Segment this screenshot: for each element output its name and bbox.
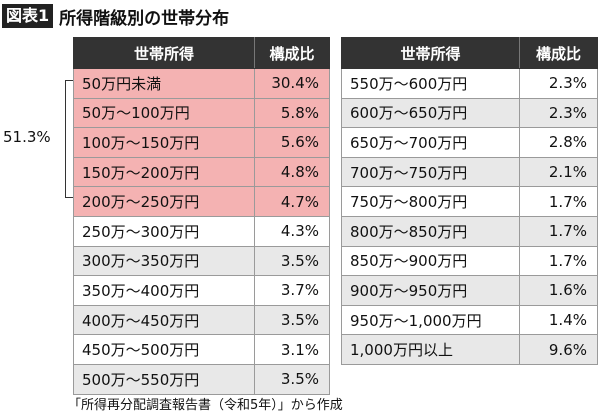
ratio-cell: 3.5% [254, 304, 330, 336]
table-header-row: 世帯所得 構成比 [341, 37, 598, 69]
income-range-cell: 500万～550万円 [73, 363, 255, 395]
income-range-cell: 100万～150万円 [73, 127, 255, 158]
income-range-cell: 700万～750万円 [341, 156, 520, 188]
income-range-cell: 1,000万円以上 [341, 334, 520, 365]
column-header-ratio: 構成比 [254, 37, 330, 69]
ratio-cell: 4.7% [254, 186, 330, 217]
ratio-cell: 1.7% [519, 186, 598, 217]
column-header-ratio: 構成比 [519, 37, 598, 69]
table-row: 250万～300万円 4.3% [73, 215, 330, 247]
table-row: 50万円未満 30.4% [73, 68, 330, 99]
table-row: 650万～700万円 2.8% [341, 127, 598, 158]
figure-title: 所得階級別の世帯分布 [59, 8, 230, 29]
income-range-cell: 450万～500万円 [73, 334, 255, 365]
ratio-cell: 4.8% [254, 156, 330, 188]
income-range-cell: 900万～950万円 [341, 275, 520, 306]
income-range-cell: 650万～700万円 [341, 127, 520, 158]
income-range-cell: 350万～400万円 [73, 275, 255, 306]
ratio-cell: 4.3% [254, 215, 330, 247]
ratio-cell: 30.4% [254, 68, 330, 99]
ratio-cell: 1.4% [519, 304, 598, 336]
ratio-cell: 3.7% [254, 275, 330, 306]
income-range-cell: 300万～350万円 [73, 245, 255, 277]
table-row: 150万～200万円 4.8% [73, 156, 330, 188]
source-note: 「所得再分配調査報告書（令和5年）」から作成 [68, 398, 343, 413]
ratio-cell: 5.6% [254, 127, 330, 158]
table-header-row: 世帯所得 構成比 [73, 37, 330, 69]
table-row: 300万～350万円 3.5% [73, 245, 330, 277]
ratio-cell: 2.3% [519, 97, 598, 129]
income-range-cell: 750万～800万円 [341, 186, 520, 217]
income-range-cell: 850万～900万円 [341, 245, 520, 277]
ratio-cell: 3.1% [254, 334, 330, 365]
table-row: 750万～800万円 1.7% [341, 186, 598, 217]
column-header-income: 世帯所得 [341, 37, 520, 69]
ratio-cell: 3.5% [254, 245, 330, 277]
table-row: 500万～550万円 3.5% [73, 363, 330, 395]
table-row: 850万～900万円 1.7% [341, 245, 598, 277]
ratio-cell: 2.3% [519, 68, 598, 99]
ratio-cell: 1.7% [519, 245, 598, 277]
income-range-cell: 200万～250万円 [73, 186, 255, 217]
table-row: 400万～450万円 3.5% [73, 304, 330, 336]
table-row: 600万～650万円 2.3% [341, 97, 598, 129]
ratio-cell: 9.6% [519, 334, 598, 365]
bracket-label: 51.3% [3, 128, 51, 146]
income-range-cell: 250万～300万円 [73, 215, 255, 247]
table-row: 950万～1,000万円 1.4% [341, 304, 598, 336]
table-row: 1,000万円以上 9.6% [341, 334, 598, 365]
figure-badge: 図表1 [2, 4, 54, 28]
income-table-right: 世帯所得 構成比 550万～600万円 2.3% 600万～650万円 2.3% 650… [341, 37, 598, 365]
ratio-cell: 2.1% [519, 156, 598, 188]
ratio-cell: 3.5% [254, 363, 330, 395]
table-row: 450万～500万円 3.1% [73, 334, 330, 365]
table-row: 800万～850万円 1.7% [341, 215, 598, 247]
income-range-cell: 550万～600万円 [341, 68, 520, 99]
table-row: 700万～750万円 2.1% [341, 156, 598, 188]
figure-header: 図表1 所得階級別の世帯分布 [2, 3, 229, 29]
ratio-cell: 5.8% [254, 97, 330, 129]
table-row: 50万～100万円 5.8% [73, 97, 330, 129]
table-row: 200万～250万円 4.7% [73, 186, 330, 217]
table-row: 100万～150万円 5.6% [73, 127, 330, 158]
table-row: 350万～400万円 3.7% [73, 275, 330, 306]
ratio-cell: 2.8% [519, 127, 598, 158]
income-range-cell: 400万～450万円 [73, 304, 255, 336]
income-range-cell: 150万～200万円 [73, 156, 255, 188]
income-range-cell: 50万円未満 [73, 68, 255, 99]
income-range-cell: 600万～650万円 [341, 97, 520, 129]
ratio-cell: 1.7% [519, 215, 598, 247]
column-header-income: 世帯所得 [73, 37, 255, 69]
ratio-cell: 1.6% [519, 275, 598, 306]
income-range-cell: 50万～100万円 [73, 97, 255, 129]
income-range-cell: 950万～1,000万円 [341, 304, 520, 336]
table-row: 900万～950万円 1.6% [341, 275, 598, 306]
highlight-bracket [65, 80, 73, 198]
income-range-cell: 800万～850万円 [341, 215, 520, 247]
income-table-left: 世帯所得 構成比 50万円未満 30.4% 50万～100万円 5.8% 100万～15… [73, 37, 330, 395]
table-row: 550万～600万円 2.3% [341, 68, 598, 99]
